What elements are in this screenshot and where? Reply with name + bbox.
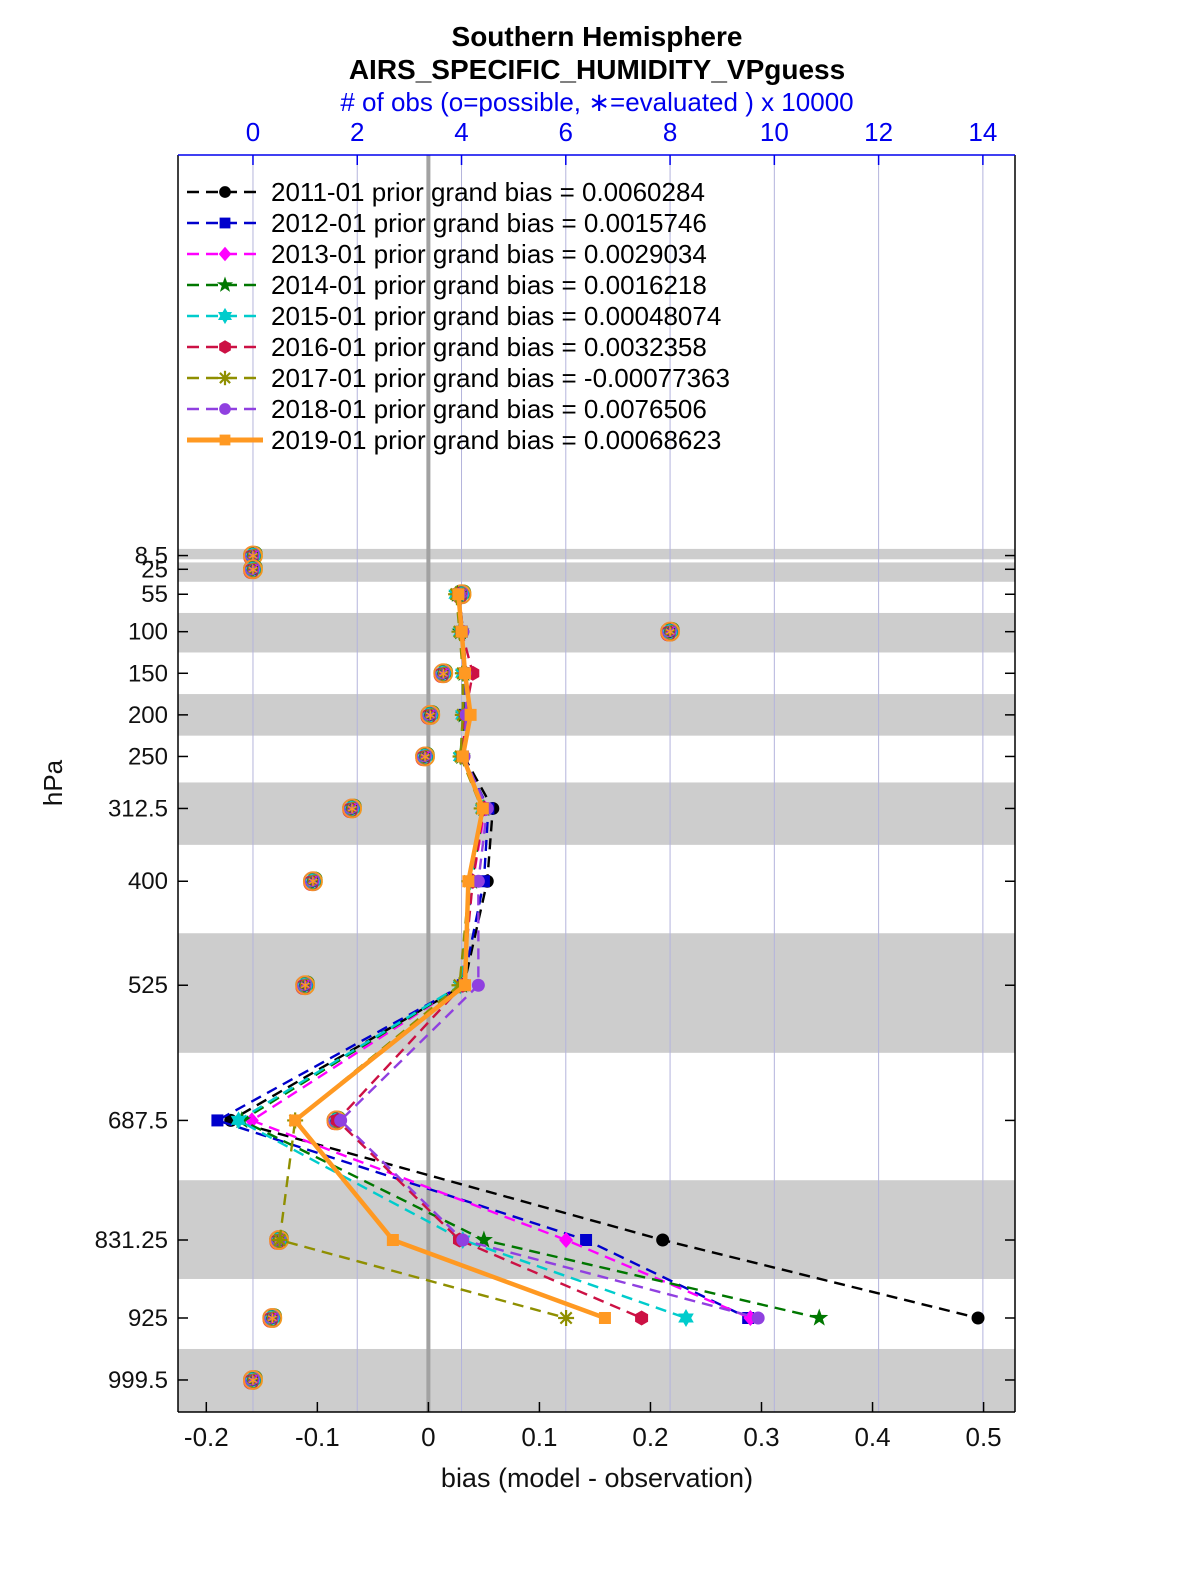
evaluated-obs-asterisk-icon: ∗ — [307, 873, 320, 890]
pressure-tick-label: 831.25 — [95, 1227, 168, 1254]
chart-title: Southern Hemisphere — [452, 21, 743, 52]
evaluated-obs-asterisk-icon: ∗ — [437, 665, 450, 682]
legend-item-label: 2012-01 prior grand bias = 0.0015746 — [271, 208, 707, 238]
legend-item-label: 2011-01 prior grand bias = 0.0060284 — [271, 177, 705, 207]
pressure-tick-label: 400 — [128, 868, 168, 895]
chart-subtitle: AIRS_SPECIFIC_HUMIDITY_VPguess — [349, 54, 845, 85]
legend-item-2017-01: 2017-01 prior grand bias = -0.00077363 — [187, 363, 730, 393]
evaluated-obs-asterisk-icon: ∗ — [418, 747, 431, 764]
pressure-tick-label: 687.5 — [108, 1107, 168, 1134]
pressure-tick-label: 55 — [141, 581, 168, 608]
top-tick-label: 2 — [350, 117, 364, 147]
legend-item-2019-01: 2019-01 prior grand bias = 0.00068623 — [187, 425, 721, 455]
evaluated-obs-asterisk-icon: ∗ — [419, 748, 432, 765]
evaluated-obs-asterisk-icon: ∗ — [424, 707, 437, 724]
chart-render-root: ∗∗∗∗∗∗∗∗∗∗∗∗∗∗∗∗∗∗∗∗∗∗∗∗∗∗∗∗∗∗∗∗∗∗∗∗∗∗∗∗… — [95, 117, 1016, 1452]
legend-item-label: 2015-01 prior grand bias = 0.00048074 — [271, 301, 721, 331]
top-tick-label: 6 — [559, 117, 573, 147]
evaluated-obs-asterisk-icon: ∗ — [306, 872, 319, 889]
legend-item-label: 2014-01 prior grand bias = 0.0016218 — [271, 270, 707, 300]
evaluated-obs-asterisk-icon: ∗ — [664, 624, 677, 641]
evaluated-obs-asterisk-icon: ∗ — [246, 560, 259, 577]
possible-obs-circle-icon — [262, 1307, 283, 1328]
evaluated-obs-asterisk-icon: ∗ — [299, 977, 312, 994]
legend-item-label: 2016-01 prior grand bias = 0.0032358 — [271, 332, 707, 362]
possible-obs-circle-icon — [242, 1369, 263, 1390]
legend-item-2013-01: 2013-01 prior grand bias = 0.0029034 — [187, 239, 707, 269]
legend-item-2011-01: 2011-01 prior grand bias = 0.0060284 — [187, 177, 705, 207]
evaluated-obs-asterisk-icon: ∗ — [247, 561, 260, 578]
bottom-tick-label: 0.4 — [854, 1422, 890, 1452]
legend-item-2014-01: 2014-01 prior grand bias = 0.0016218 — [187, 270, 707, 300]
pressure-tick-label: 150 — [128, 660, 168, 687]
pressure-tick-label: 525 — [128, 972, 168, 999]
pressure-tick-label: 200 — [128, 702, 168, 729]
pressure-bands — [178, 548, 1015, 1412]
evaluated-obs-asterisk-icon: ∗ — [246, 547, 259, 564]
evaluated-obs-asterisk-icon: ∗ — [246, 1371, 259, 1388]
legend-item-2018-01: 2018-01 prior grand bias = 0.0076506 — [187, 394, 707, 424]
top-tick-label: 0 — [246, 117, 260, 147]
bottom-axis-label: bias (model - observation) — [441, 1463, 753, 1493]
gridlines — [252, 155, 984, 1412]
possible-obs-circle-icon — [295, 975, 316, 996]
bottom-tick-label: 0.2 — [632, 1422, 668, 1452]
evaluated-obs-asterisk-icon: ∗ — [663, 623, 676, 640]
top-tick-label: 4 — [454, 117, 468, 147]
bottom-tick-label: -0.1 — [295, 1422, 340, 1452]
possible-obs-circle-icon — [342, 798, 363, 819]
series-2019-01 — [289, 588, 611, 1324]
evaluated-obs-asterisk-icon: ∗ — [247, 1372, 260, 1389]
legend-item-label: 2019-01 prior grand bias = 0.00068623 — [271, 425, 721, 455]
legend-item-label: 2017-01 prior grand bias = -0.00077363 — [271, 363, 730, 393]
axes: 0 2 4 6 8 10 12 14-0.2 -0.1 0 0.1 0.2 0.3 0.4 0.58.525… — [95, 117, 1016, 1452]
pressure-tick-label: 250 — [128, 743, 168, 770]
pressure-tick-label: 25 — [141, 556, 168, 583]
possible-obs-circle-icon — [420, 704, 441, 725]
evaluated-obs-asterisk-icon: ∗ — [423, 706, 436, 723]
possible-obs-circle-icon — [415, 746, 436, 767]
top-tick-label: 8 — [663, 117, 677, 147]
top-tick-label: 12 — [864, 117, 893, 147]
legend-item-2015-01: 2015-01 prior grand bias = 0.00048074 — [187, 301, 721, 331]
possible-obs-circle-icon — [269, 1230, 290, 1251]
possible-obs-circle-icon — [660, 621, 681, 642]
top-tick-label: 10 — [760, 117, 789, 147]
bottom-tick-label: 0.5 — [965, 1422, 1001, 1452]
left-axis-label: hPa — [38, 759, 68, 806]
bottom-tick-label: 0 — [421, 1422, 435, 1452]
bottom-tick-label: 0.3 — [743, 1422, 779, 1452]
evaluated-obs-asterisk-icon: ∗ — [436, 664, 449, 681]
legend-item-label: 2013-01 prior grand bias = 0.0029034 — [271, 239, 707, 269]
pressure-tick-label: 100 — [128, 619, 168, 646]
possible-obs-circle-icon — [433, 663, 454, 684]
pressure-tick-label: 999.5 — [108, 1367, 168, 1394]
evaluated-obs-asterisk-icon: ∗ — [345, 799, 358, 816]
bottom-tick-label: 0.1 — [521, 1422, 557, 1452]
legend: 2011-01 prior grand bias = 0.00602842012… — [187, 177, 730, 455]
pressure-tick-label: 925 — [128, 1305, 168, 1332]
legend-item-label: 2018-01 prior grand bias = 0.0076506 — [271, 394, 707, 424]
evaluated-obs-asterisk-icon: ∗ — [346, 800, 359, 817]
legend-item-2012-01: 2012-01 prior grand bias = 0.0015746 — [187, 208, 707, 238]
legend-item-2016-01: 2016-01 prior grand bias = 0.0032358 — [187, 332, 707, 362]
evaluated-obs-asterisk-icon: ∗ — [265, 1309, 278, 1326]
top-tick-label: 14 — [968, 117, 997, 147]
pressure-tick-label: 312.5 — [108, 795, 168, 822]
evaluated-obs-asterisk-icon: ∗ — [298, 976, 311, 993]
possible-obs-circle-icon — [242, 559, 263, 580]
evaluated-obs-asterisk-icon: ∗ — [266, 1310, 279, 1327]
bottom-tick-label: -0.2 — [184, 1422, 229, 1452]
pressure-tick-label: 8.5 — [135, 543, 168, 570]
top-axis-label: # of obs (o=possible, ∗=evaluated ) x 10… — [340, 87, 853, 117]
possible-obs-circle-icon — [302, 871, 323, 892]
